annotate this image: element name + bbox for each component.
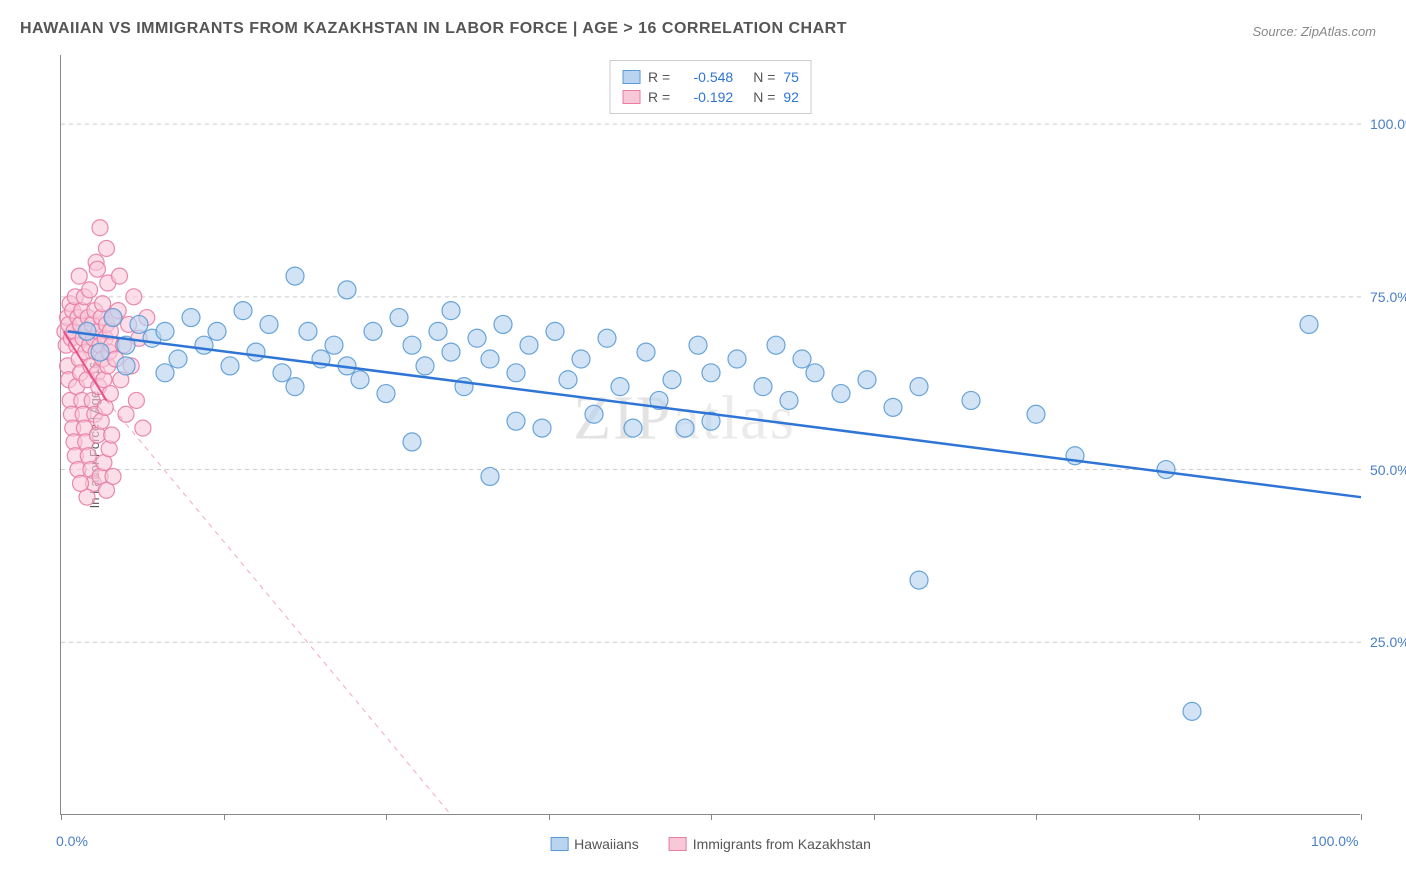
x-tick-label: 100.0% [1311,833,1358,849]
x-tick [549,814,550,820]
legend-r-label: R = [648,89,670,105]
legend-swatch [669,837,687,851]
x-tick [874,814,875,820]
correlation-legend: R = -0.548 N = 75 R = -0.192 N = 92 [609,60,812,114]
legend-swatch [622,90,640,104]
series-legend-item: Immigrants from Kazakhstan [669,836,871,852]
y-tick-label: 50.0% [1370,462,1406,478]
legend-n-value: 92 [783,89,799,105]
series-legend-item: Hawaiians [550,836,639,852]
series-legend-label: Immigrants from Kazakhstan [693,836,871,852]
legend-row: R = -0.192 N = 92 [622,87,799,107]
legend-n-label: N = [753,69,775,85]
y-tick-label: 75.0% [1370,289,1406,305]
x-tick [1199,814,1200,820]
y-tick-label: 100.0% [1370,116,1406,132]
scatter-svg [61,55,1360,814]
x-tick-label: 0.0% [56,833,88,849]
chart-plot-area: In Labor Force | Age > 16 ZIPatlas R =-0… [60,55,1360,815]
legend-swatch [622,70,640,84]
x-tick [386,814,387,820]
x-tick [224,814,225,820]
series-legend-label: Hawaiians [574,836,639,852]
source-label: Source: ZipAtlas.com [1252,24,1376,39]
legend-n-label: N = [753,89,775,105]
legend-swatch [550,837,568,851]
x-tick [711,814,712,820]
x-tick [1036,814,1037,820]
legend-r-label: R = [648,69,670,85]
y-tick-label: 25.0% [1370,634,1406,650]
x-tick [61,814,62,820]
chart-title: HAWAIIAN VS IMMIGRANTS FROM KAZAKHSTAN I… [20,20,1386,38]
legend-row: R = -0.548 N = 75 [622,67,799,87]
series-legend: Hawaiians Immigrants from Kazakhstan [550,836,871,852]
legend-n-value: 75 [783,69,799,85]
legend-r-value: -0.192 [678,89,733,105]
x-tick [1361,814,1362,820]
legend-r-value: -0.548 [678,69,733,85]
